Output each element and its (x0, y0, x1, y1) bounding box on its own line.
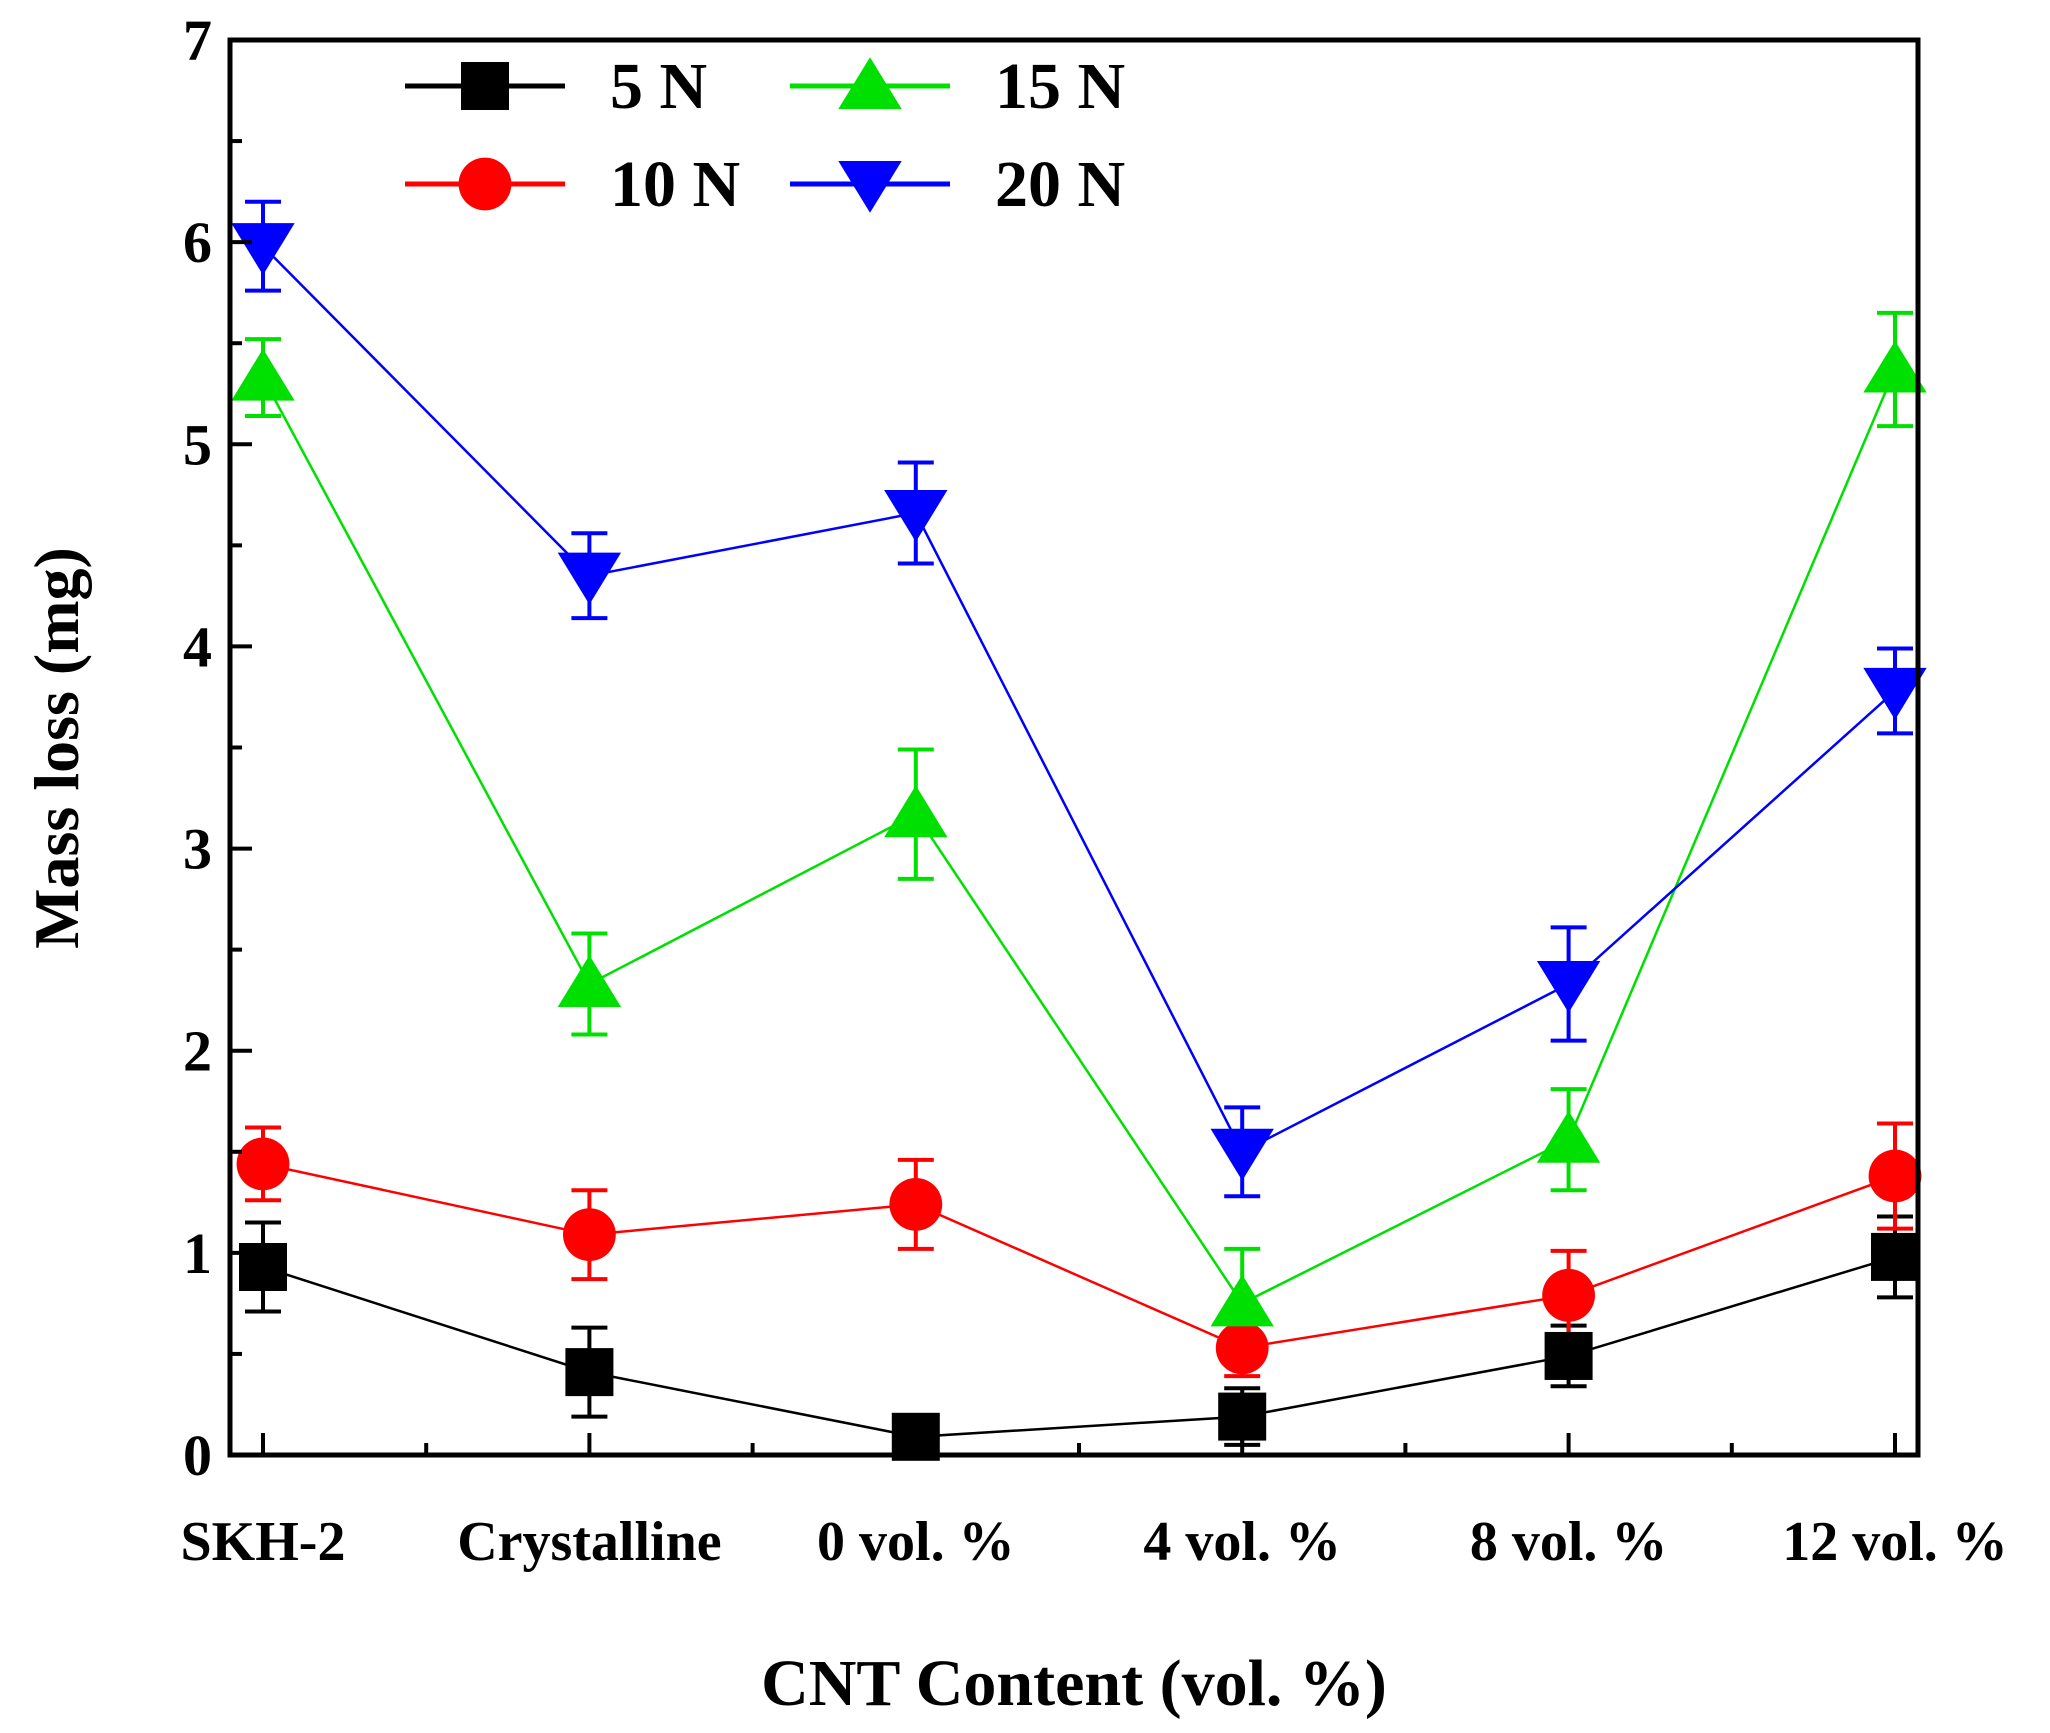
data-point (1210, 1274, 1274, 1327)
data-point (884, 785, 948, 838)
data-point (884, 489, 948, 542)
data-point (231, 223, 295, 275)
y-tick-label: 4 (183, 614, 212, 679)
data-point (1536, 960, 1601, 1013)
legend-marker (838, 160, 902, 213)
y-tick-label: 0 (183, 1423, 212, 1488)
y-tick-label: 2 (183, 1019, 212, 1084)
y-tick-label: 3 (183, 817, 212, 882)
legend: 5 N 10 N 15 N 20 N (405, 50, 1125, 221)
data-point (1863, 340, 1927, 393)
tick-labels: 0 1 2 3 4 5 6 7 SKH-2 Crystalline 0 vol. % 4 vol. %… (181, 8, 2008, 1573)
legend-label: 10 N (610, 148, 740, 221)
data-point (565, 1348, 614, 1397)
x-tick-label: 4 vol. % (1143, 1511, 1341, 1573)
x-axis-title: CNT Content (vol. %) (761, 1647, 1387, 1720)
data-point (1863, 667, 1927, 720)
x-tick-label: Crystalline (457, 1511, 721, 1573)
legend-label: 15 N (995, 50, 1125, 123)
legend-label: 5 N (610, 50, 707, 123)
data-point (1871, 1232, 1919, 1281)
legend-marker (458, 157, 512, 211)
data-point (557, 552, 622, 605)
data-point (1868, 1149, 1922, 1203)
y-tick-label: 1 (183, 1221, 212, 1286)
data-markers (231, 223, 1927, 1461)
data-point (1210, 1128, 1274, 1181)
data-point (1536, 1110, 1601, 1163)
y-axis-title: Mass loss (mg) (21, 547, 92, 949)
legend-marker (461, 62, 509, 110)
error-bars (245, 199, 1913, 1460)
x-tick-label: 8 vol. % (1470, 1511, 1668, 1573)
series-lines (261, 245, 1897, 1439)
data-point (1544, 1331, 1593, 1380)
series-line (262, 1255, 1896, 1439)
x-tick-label: SKH-2 (181, 1511, 346, 1573)
data-point (1542, 1268, 1595, 1322)
series-line (262, 1162, 1896, 1350)
legend-marker (838, 57, 902, 110)
data-point (563, 1208, 616, 1262)
axis-ticks (230, 38, 1897, 1457)
data-point (231, 348, 295, 401)
data-point (557, 955, 622, 1008)
data-point (1215, 1321, 1269, 1375)
data-point (236, 1137, 290, 1191)
data-point (889, 1177, 943, 1231)
x-tick-label: 0 vol. % (817, 1511, 1015, 1573)
y-tick-label: 6 (183, 210, 212, 275)
y-tick-label: 7 (183, 8, 212, 73)
data-point (239, 1243, 287, 1292)
series-line (262, 245, 1896, 1154)
data-point (1218, 1392, 1267, 1441)
x-tick-label: 12 vol. % (1782, 1511, 2008, 1573)
legend-label: 20 N (995, 148, 1125, 221)
plot-frame (227, 37, 1921, 1458)
y-tick-label: 5 (183, 412, 212, 477)
series-line (261, 369, 1897, 1306)
